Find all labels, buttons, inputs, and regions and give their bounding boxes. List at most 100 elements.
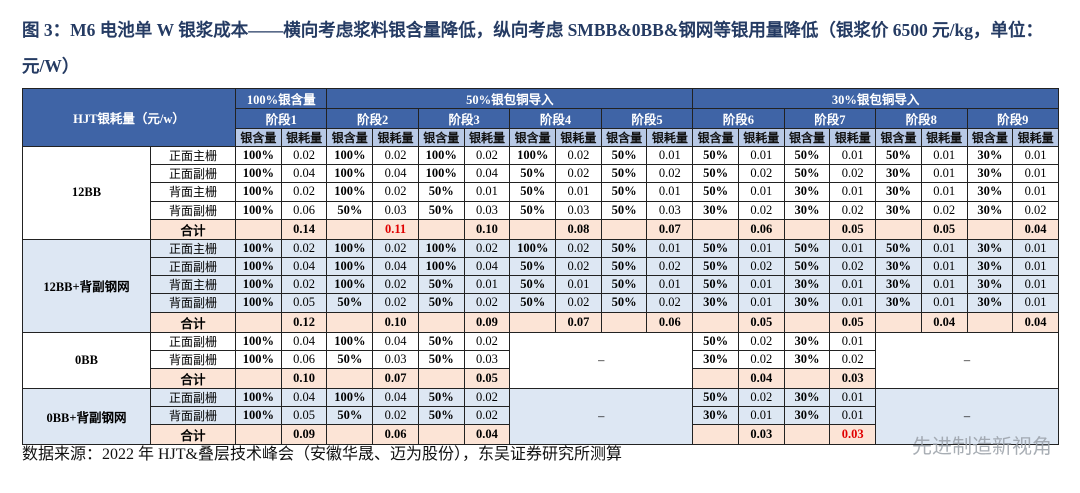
level-header: 30%银包铜导入	[692, 88, 1059, 109]
silver-usage: 0.02	[1012, 200, 1059, 220]
total-value: 0.10	[463, 218, 511, 240]
total-value: 0.05	[829, 311, 877, 333]
silver-usage: 0.03	[555, 200, 602, 220]
silver-content: 50%	[600, 164, 648, 184]
total-value: 0.05	[737, 311, 785, 333]
silver-usage: 0.02	[829, 164, 877, 184]
row-label: 正面主栅	[150, 238, 236, 258]
silver-usage: 0.02	[829, 256, 877, 277]
subheader: 银含量	[326, 128, 374, 147]
total-spacer	[326, 218, 374, 240]
total-value: 0.14	[280, 218, 328, 240]
silver-usage: 0.01	[920, 145, 968, 166]
subheader: 银含量	[417, 128, 465, 147]
subheader: 银含量	[600, 128, 648, 147]
silver-usage: 0.01	[1012, 182, 1059, 202]
silver-content: 100%	[509, 238, 557, 258]
silver-content: 50%	[692, 275, 739, 295]
silver-content: 30%	[875, 275, 922, 295]
silver-usage: 0.01	[920, 293, 968, 313]
silver-usage: 0.02	[646, 293, 694, 313]
silver-usage: 0.03	[372, 200, 419, 220]
table-row: 合计 0.10 0.07 0.05 0.04 0.03	[23, 367, 1059, 389]
silver-content: 50%	[692, 182, 739, 202]
total-value: 0.07	[555, 311, 602, 333]
silver-usage: 0.04	[372, 256, 419, 277]
stage-header: 阶段6	[692, 108, 785, 129]
silver-usage: 0.02	[920, 200, 968, 220]
stage-header: 阶段1	[234, 108, 328, 129]
silver-usage: 0.04	[372, 164, 419, 184]
total-value: 0.03	[829, 367, 877, 389]
silver-content: 30%	[875, 256, 922, 277]
silver-usage: 0.02	[555, 145, 602, 166]
group-label: 12BB+背副钢网	[22, 238, 151, 333]
subheader: 银耗量	[737, 128, 785, 147]
table-row: 12BB 正面主栅 100% 0.02 100% 0.02 100% 0.02 100% 0.02…	[22, 145, 1059, 240]
silver-content: 50%	[417, 275, 465, 295]
corner-header: HJT银耗量（元/w）	[22, 88, 236, 147]
total-label: 合计	[150, 424, 236, 446]
silver-content: 50%	[509, 256, 557, 277]
silver-content: 50%	[783, 164, 831, 184]
total-spacer	[875, 311, 922, 333]
total-spacer	[509, 311, 557, 333]
silver-content: 50%	[417, 200, 465, 220]
silver-content: 30%	[875, 200, 922, 220]
total-value: 0.06	[372, 424, 419, 446]
silver-usage: 0.02	[280, 145, 328, 166]
total-value: 0.03	[737, 424, 785, 446]
silver-usage: 0.04	[372, 331, 419, 351]
silver-content: 30%	[783, 349, 831, 369]
stage-header: 阶段5	[600, 108, 694, 129]
silver-usage: 0.04	[463, 256, 511, 277]
silver-content: 50%	[692, 256, 739, 277]
silver-content: 50%	[875, 238, 922, 258]
subheader: 银含量	[692, 128, 739, 147]
table-row: 合计 0.14 0.11 0.10 0.08 0.07 0.06 0.05 0.05 0.04	[23, 218, 1059, 240]
silver-usage: 0.02	[646, 256, 694, 277]
level-header: 100%银含量	[234, 88, 328, 109]
silver-usage: 0.02	[463, 406, 511, 426]
silver-usage: 0.01	[737, 145, 785, 166]
row-label: 正面副栅	[150, 256, 236, 277]
subheader: 银耗量	[555, 128, 602, 147]
total-spacer	[783, 424, 831, 446]
silver-usage: 0.06	[280, 200, 328, 220]
subheader: 银含量	[783, 128, 831, 147]
silver-content: 30%	[692, 406, 739, 426]
silver-content: 30%	[875, 164, 922, 184]
silver-content: 30%	[692, 349, 739, 369]
empty-block: –	[509, 387, 694, 446]
silver-content: 100%	[235, 164, 282, 184]
silver-content: 100%	[235, 349, 282, 369]
empty-block: –	[509, 331, 694, 389]
silver-content: 30%	[783, 275, 831, 295]
silver-usage: 0.02	[646, 164, 694, 184]
total-value: 0.08	[555, 218, 602, 240]
total-value: 0.06	[646, 311, 694, 333]
total-spacer	[235, 367, 282, 389]
table-row: 0BB+背副钢网 正面副栅 100% 0.04 100% 0.04 50% 0.02–50% 0…	[22, 387, 1059, 446]
silver-content: 50%	[875, 145, 922, 166]
silver-usage: 0.01	[737, 406, 785, 426]
silver-content: 100%	[417, 256, 465, 277]
table-row: 背面副栅 100% 0.06 50% 0.03 50% 0.03 30% 0.02 30% 0.02	[23, 349, 1059, 369]
silver-content: 50%	[600, 293, 648, 313]
subheader: 银耗量	[646, 128, 694, 147]
stage-header: 阶段7	[783, 108, 877, 129]
total-spacer	[600, 311, 648, 333]
silver-usage: 0.01	[1012, 238, 1059, 258]
total-value: 0.10	[372, 311, 419, 333]
total-value: 0.09	[280, 424, 328, 446]
row-label: 背面主栅	[150, 275, 236, 295]
silver-content: 50%	[600, 275, 648, 295]
silver-usage: 0.01	[1012, 293, 1059, 313]
total-spacer	[509, 218, 557, 240]
silver-content: 50%	[417, 293, 465, 313]
total-spacer	[692, 367, 739, 389]
silver-usage: 0.02	[463, 145, 511, 166]
total-spacer	[235, 424, 282, 446]
subheader: 银含量	[966, 128, 1014, 147]
table-row: 背面副栅 100% 0.05 50% 0.02 50% 0.02 50% 0.02 50% 0.02…	[23, 293, 1059, 313]
